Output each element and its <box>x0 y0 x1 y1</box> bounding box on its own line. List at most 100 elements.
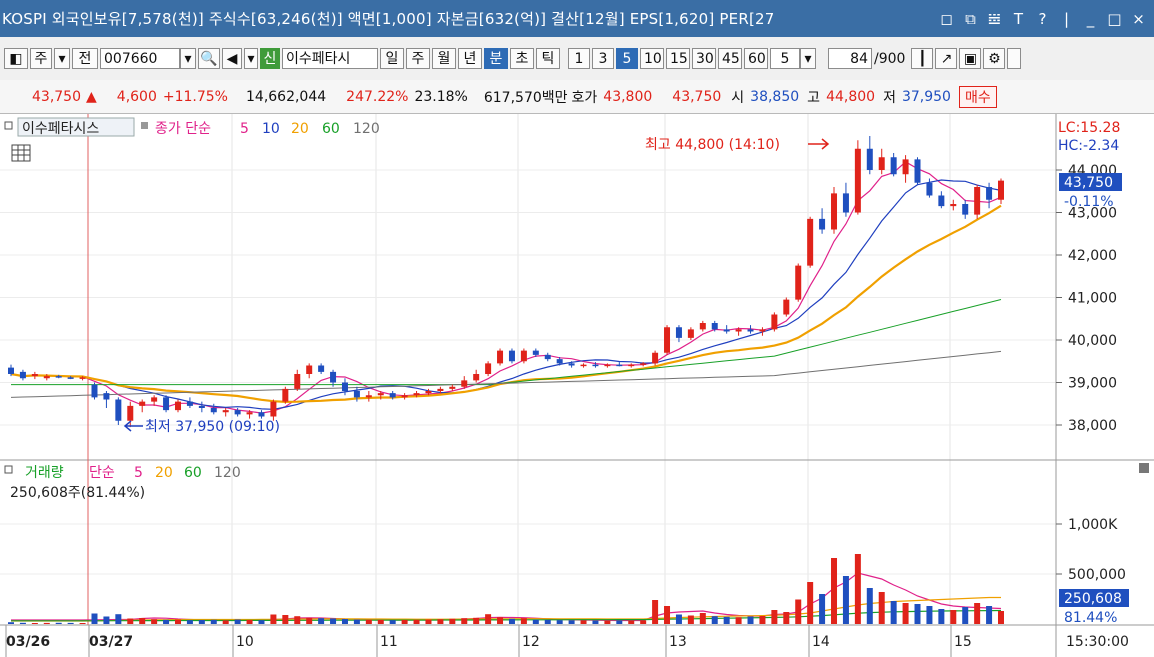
volume-bar <box>341 619 348 624</box>
volume-bar <box>664 606 671 624</box>
volume-indicator-label: 단순 <box>89 465 115 481</box>
interval-45-button[interactable]: 45 <box>718 48 742 69</box>
interval-5-button[interactable]: 5 <box>616 48 638 69</box>
chevron-down-icon[interactable]: ▾ <box>244 48 258 69</box>
indicator-toggle-icon[interactable] <box>141 122 148 129</box>
pin-icon[interactable]: 𝍂 <box>987 9 1002 28</box>
volume-bar <box>556 620 563 624</box>
volume-bar <box>31 623 38 624</box>
layout-icon[interactable]: ◧ <box>4 48 28 69</box>
period-month-button[interactable]: 월 <box>432 48 456 69</box>
candle <box>353 391 360 398</box>
panel-toggle-icon[interactable] <box>4 121 13 130</box>
volume-bar <box>711 616 718 624</box>
new-listing-badge: 신 <box>260 48 280 69</box>
close-icon[interactable]: × <box>1132 9 1145 28</box>
current-price: 43,750 <box>32 88 81 105</box>
indicator-label: 종가 단순 <box>155 121 211 137</box>
stock-code-input[interactable]: 007660 <box>100 48 180 69</box>
period-year-button[interactable]: 년 <box>458 48 482 69</box>
candle <box>79 377 86 379</box>
vol-ma20-label: 20 <box>155 465 173 481</box>
chevron-down-icon[interactable]: ▾ <box>54 48 70 69</box>
volume-bar <box>67 622 74 624</box>
candle <box>270 401 277 417</box>
minimize-icon[interactable]: _ <box>1086 9 1095 28</box>
x-tick-label: 13 <box>669 634 687 650</box>
ma120-line <box>10 350 1002 398</box>
candle <box>401 395 408 398</box>
volume-bar <box>628 620 635 624</box>
table-icon[interactable] <box>11 144 31 162</box>
candle <box>306 365 313 374</box>
text-icon[interactable]: T <box>1013 9 1024 28</box>
market-select[interactable]: 주 <box>30 48 52 69</box>
buy-button[interactable]: 매수 <box>958 85 997 108</box>
period-week-button[interactable]: 주 <box>406 48 430 69</box>
interval-60-button[interactable]: 60 <box>744 48 768 69</box>
candle <box>210 408 217 413</box>
help-icon[interactable]: ? <box>1038 9 1047 28</box>
interval-select[interactable]: 5 <box>770 48 800 69</box>
gear-icon[interactable]: ⚙ <box>983 48 1006 69</box>
candle <box>365 395 372 398</box>
stock-name-field[interactable]: 이수페타시 <box>282 48 378 69</box>
candle <box>938 195 945 207</box>
line-tool-icon[interactable]: ↗ <box>935 48 958 69</box>
volume-toggle-icon[interactable] <box>4 465 13 474</box>
candle <box>222 410 229 413</box>
current-volume-pct: 81.44% <box>1064 610 1117 626</box>
copy-window-icon[interactable]: ⧉ <box>965 9 976 28</box>
period-tick-button[interactable]: 틱 <box>536 48 560 69</box>
speaker-icon[interactable]: ◀ <box>222 48 242 69</box>
current-change-tag: -0.11% <box>1064 194 1114 210</box>
volume-bar <box>497 617 504 624</box>
x-tick-label: 15 <box>954 634 972 650</box>
candle <box>556 359 563 364</box>
search-icon[interactable]: 🔍 <box>198 48 220 69</box>
period-minute-button[interactable]: 분 <box>484 48 508 69</box>
y-tick-label: 41,000 <box>1068 291 1117 307</box>
candle-type-icon[interactable]: ┃ <box>911 48 934 69</box>
ma120-label: 120 <box>353 121 380 137</box>
separator: | <box>1063 9 1070 28</box>
ma60-label: 60 <box>322 121 340 137</box>
chevron-down-icon[interactable]: ▾ <box>800 48 816 69</box>
candle <box>759 329 766 332</box>
save-icon[interactable]: ▣ <box>959 48 982 69</box>
volume-bar <box>938 609 945 624</box>
interval-3-button[interactable]: 3 <box>592 48 614 69</box>
low-annotation: 최저 37,950 (09:10) <box>145 419 280 435</box>
candle <box>902 159 909 175</box>
candle <box>520 350 527 362</box>
interval-10-button[interactable]: 10 <box>640 48 664 69</box>
interval-30-button[interactable]: 30 <box>692 48 716 69</box>
volume-bar <box>127 618 134 624</box>
candle <box>67 377 74 379</box>
interval-15-button[interactable]: 15 <box>666 48 690 69</box>
maximize-icon[interactable]: □ <box>1107 9 1122 28</box>
checkbox[interactable] <box>1007 48 1022 69</box>
period-second-button[interactable]: 초 <box>510 48 534 69</box>
volume-bar <box>115 614 122 624</box>
interval-1-button[interactable]: 1 <box>568 48 590 69</box>
candle <box>998 180 1004 200</box>
all-button[interactable]: 전 <box>72 48 98 69</box>
volume-bar <box>950 610 957 624</box>
stock-chart[interactable]: 44,00043,00042,00041,00040,00039,00038,0… <box>0 114 1154 657</box>
volume-bar <box>485 614 492 624</box>
panel-close-icon[interactable] <box>1139 463 1149 473</box>
period-day-button[interactable]: 일 <box>380 48 404 69</box>
candle <box>258 412 265 417</box>
candle <box>497 350 504 364</box>
chevron-down-icon[interactable]: ▾ <box>180 48 196 69</box>
candle <box>795 265 802 300</box>
candle-count-input[interactable]: 84 <box>828 48 872 69</box>
volume-bar <box>306 617 313 624</box>
candle <box>723 329 730 332</box>
restore-icon[interactable]: ◻ <box>940 9 953 28</box>
candle <box>771 314 778 330</box>
volume-bar <box>926 606 933 624</box>
candle <box>103 393 110 400</box>
time-axis: 03/26 03/27 10 11 12 13 14 15 <box>5 625 972 657</box>
